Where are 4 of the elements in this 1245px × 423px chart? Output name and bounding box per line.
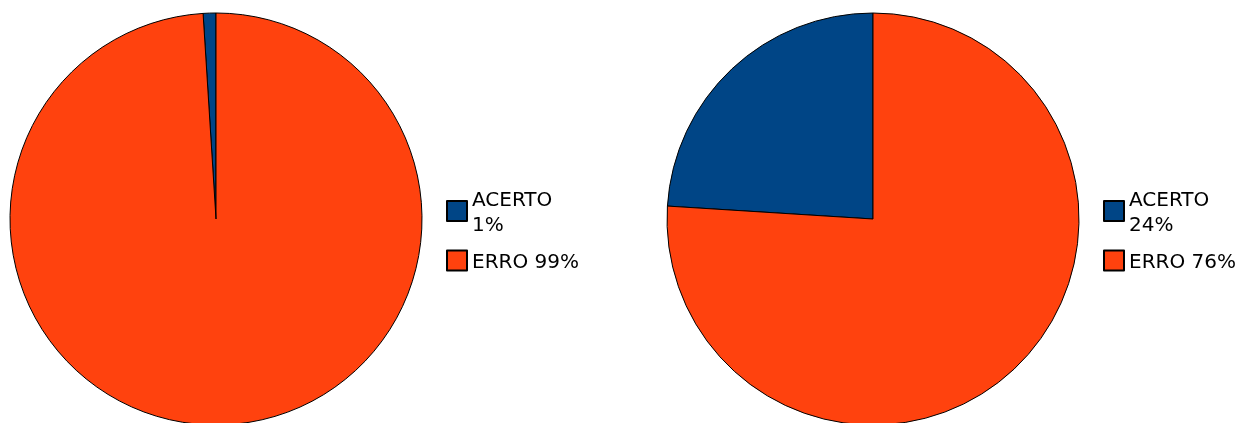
legend-label: ACERTO 24% <box>1129 186 1216 236</box>
legend-label: ERRO 76% <box>1129 248 1236 273</box>
legend-label: ERRO 99% <box>472 248 579 273</box>
legend-label: ACERTO 1% <box>472 186 559 236</box>
